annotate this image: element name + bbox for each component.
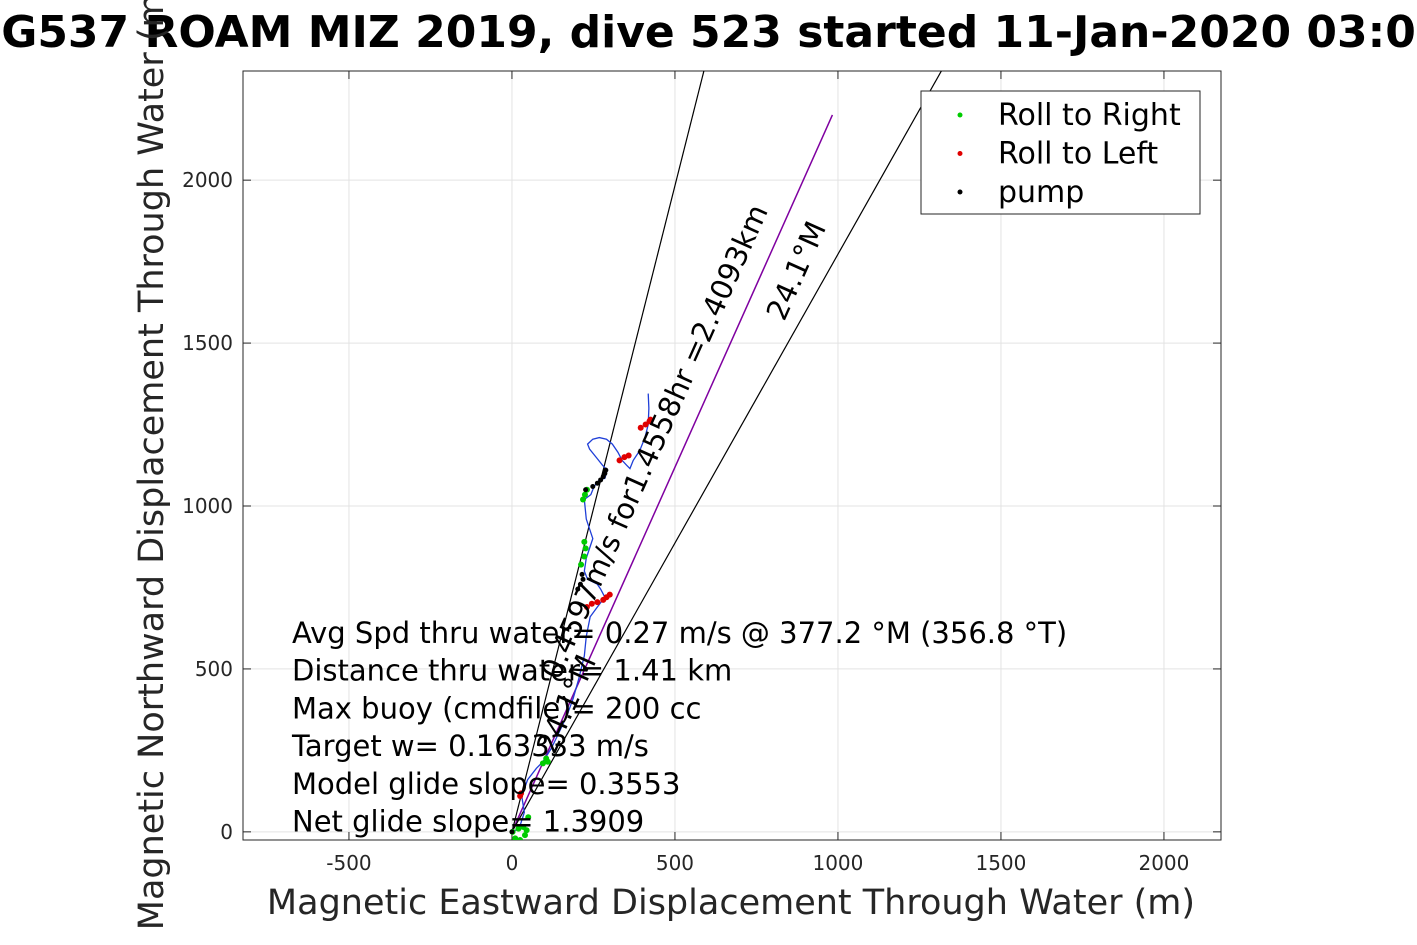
chart-title: SG537 ROAM MIZ 2019, dive 523 started 11… (0, 7, 1417, 58)
x-tick-label: 2000 (1138, 851, 1189, 875)
roll-to-right-point (520, 823, 527, 830)
pump-point (590, 483, 596, 489)
pump-point (577, 581, 583, 587)
legend-label: Roll to Left (998, 137, 1158, 172)
pump-point (583, 487, 589, 493)
bound-line (511, 71, 943, 833)
annotation-line: Target w= 0.163333 m/s (291, 729, 649, 763)
roll-to-right-point (581, 538, 588, 545)
annotation-line: Model glide slope= 0.3553 (292, 767, 680, 801)
x-tick-label: -500 (326, 851, 371, 875)
annotation-line: Max buoy (cmdfile)= 200 cc (292, 691, 701, 725)
roll-to-right-point (525, 814, 532, 821)
y-tick-label: 2000 (182, 168, 233, 192)
roll-to-left-point (616, 457, 623, 464)
annotation-line: Net glide slope= 1.3909 (292, 805, 644, 839)
y-tick-label: 1500 (182, 331, 233, 355)
axes: -500 0 500 1000 1500 2000 0 500 1000 1500 2000 (182, 70, 1222, 875)
roll-to-right-point (544, 758, 551, 765)
roll-to-right-point (580, 496, 587, 503)
axes-box (242, 70, 1222, 841)
roll-to-right-point (581, 553, 588, 560)
x-tick-label: 1000 (812, 851, 863, 875)
roll-to-right-point (512, 835, 519, 840)
roll-to-left-point (583, 604, 590, 611)
roll-to-right-point (582, 545, 589, 552)
annotation-line: Avg Spd thru water= 0.27 m/s @ 377.2 °M … (292, 616, 1067, 650)
net-track-line (511, 114, 834, 833)
roll-to-left-point (594, 599, 601, 606)
pump-point (509, 829, 515, 835)
pump-point (575, 586, 581, 592)
roll-to-right-point (581, 491, 588, 498)
pump-point (603, 467, 609, 473)
x-tick-label: 0 (506, 851, 519, 875)
roll-to-left-point (637, 424, 644, 431)
roll-to-right-point (517, 837, 524, 840)
x-axis-label: Magnetic Eastward Displacement Through W… (267, 883, 1195, 923)
legend-marker (957, 112, 963, 118)
x-tick-label: 1500 (975, 851, 1026, 875)
y-tick-label: 0 (220, 820, 233, 844)
annotation-line: Distance thru water= 1.41 km (292, 654, 732, 688)
legend-label: pump (998, 175, 1084, 210)
roll-to-left-point (647, 416, 654, 423)
bound-line (511, 71, 705, 833)
y-tick-label: 1000 (182, 494, 233, 518)
roll-to-right-point (578, 561, 585, 568)
pump-point (594, 480, 600, 486)
roll-to-left-point (518, 790, 525, 797)
roll-to-left-point (606, 591, 613, 598)
pump-point (579, 571, 585, 577)
y-axis-label: Magnetic Northward Displacement Through … (132, 0, 172, 930)
roll-to-left-point (625, 452, 632, 459)
roll-to-left-point (588, 600, 595, 607)
legend-label: Roll to Right (998, 98, 1181, 133)
plot-area (509, 71, 943, 840)
roll-to-right-point (515, 825, 522, 832)
legend-marker (957, 189, 963, 195)
roll-to-right-point (521, 832, 528, 839)
x-tick-label: 500 (656, 851, 694, 875)
y-tick-label: 500 (195, 657, 233, 681)
roll-to-right-point (539, 760, 546, 767)
legend-box (920, 90, 1201, 215)
legend-marker (957, 151, 963, 156)
pump-point (580, 576, 586, 582)
